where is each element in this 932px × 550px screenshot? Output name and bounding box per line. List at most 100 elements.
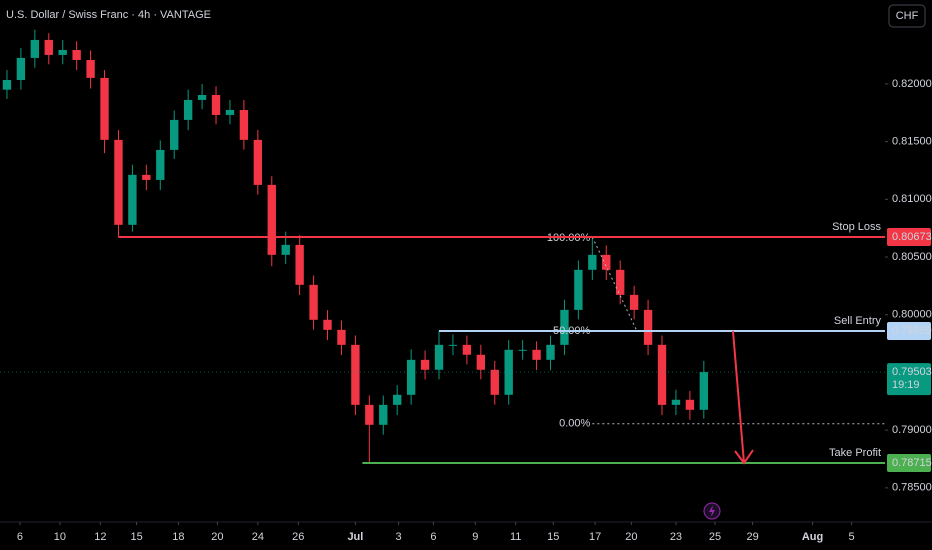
x-tick-label: Aug <box>802 531 823 543</box>
candle-body <box>197 94 207 100</box>
candle-body <box>44 39 53 55</box>
x-tick-label: 23 <box>670 531 682 543</box>
candle-body <box>239 109 249 140</box>
candle-body <box>379 404 388 425</box>
candle-body <box>365 404 374 425</box>
candle-body <box>128 174 137 225</box>
y-tick-label: 0.79000 <box>892 424 932 436</box>
currency-label[interactable]: CHF <box>896 10 919 22</box>
countdown-label: 19:19 <box>892 379 920 391</box>
level-tag <box>887 454 931 473</box>
candle-body <box>72 49 81 61</box>
level-tag <box>887 321 931 340</box>
candle-body <box>462 344 472 355</box>
x-tick-label: 9 <box>472 531 478 543</box>
candle-body <box>253 139 263 185</box>
event-bolt[interactable] <box>709 505 715 517</box>
candle-body <box>546 344 555 360</box>
candle-body <box>30 39 40 58</box>
candle-body <box>142 174 151 180</box>
x-tick-label: 15 <box>130 531 142 543</box>
x-tick-label: 3 <box>396 531 402 543</box>
x-tick-label: 17 <box>589 531 601 543</box>
candle-body <box>406 359 416 395</box>
candle-body <box>629 294 639 310</box>
candle-body <box>2 79 12 90</box>
y-tick-label: 0.82000 <box>892 78 932 90</box>
level-name: Stop Loss <box>832 221 881 233</box>
level-tag <box>887 228 931 247</box>
x-tick-label: 20 <box>625 531 637 543</box>
candle-body <box>58 49 67 55</box>
level-tag-label: 0.78715 <box>892 457 932 469</box>
candle-body <box>420 359 430 370</box>
x-tick-label: Jul <box>347 531 363 543</box>
x-tick-label: 25 <box>709 531 721 543</box>
event-icon[interactable] <box>703 502 721 520</box>
y-tick-label: 0.78500 <box>892 482 932 494</box>
candle-body <box>643 309 653 345</box>
x-tick-label: 26 <box>292 531 304 543</box>
x-tick-label: 5 <box>848 531 854 543</box>
x-tick-label: 20 <box>211 531 223 543</box>
candle-body <box>170 119 179 150</box>
y-tick-label: 0.80500 <box>892 251 932 263</box>
x-tick-label: 18 <box>172 531 184 543</box>
candle-body <box>393 394 402 405</box>
x-tick-label: 10 <box>54 531 66 543</box>
candle-body <box>657 344 667 405</box>
candle-body <box>685 399 695 410</box>
fib-trend <box>591 236 638 332</box>
trade-arrow <box>732 330 745 464</box>
candle-body <box>448 344 458 346</box>
candle-body <box>699 372 708 410</box>
x-tick-label: 29 <box>746 531 758 543</box>
level-tag-label: 0.79859 <box>892 325 932 337</box>
trade-arrow-head <box>734 449 754 465</box>
candle-body <box>588 254 597 270</box>
candle-body <box>602 254 611 270</box>
candle-body <box>267 184 276 255</box>
candle-body <box>100 77 109 140</box>
candle-body <box>211 94 221 115</box>
candle-body <box>560 309 569 345</box>
candle-body <box>351 344 360 405</box>
candle-body <box>476 354 486 370</box>
candle-body <box>574 269 583 310</box>
last-price-label: 0.79503 <box>892 366 932 378</box>
x-tick-label: 24 <box>252 531 264 543</box>
candle-body <box>434 344 444 370</box>
y-tick-label: 0.81000 <box>892 193 932 205</box>
candle-body <box>225 109 235 115</box>
candle-body <box>295 244 304 285</box>
candle-body <box>309 284 318 320</box>
candles <box>2 29 708 464</box>
candle-body <box>518 349 527 351</box>
candle-body <box>323 319 332 330</box>
level-name: Sell Entry <box>834 315 882 327</box>
y-tick-label: 0.80000 <box>892 309 932 321</box>
candle-body <box>183 99 193 120</box>
level-tag-label: 0.80673 <box>892 231 932 243</box>
candle-body <box>114 139 123 225</box>
candle-body <box>532 349 541 360</box>
candle-body <box>86 60 95 78</box>
fib-label: 0.00% <box>559 418 590 430</box>
candle-body <box>337 329 346 345</box>
candle-body <box>16 57 26 80</box>
currency-button[interactable] <box>888 4 926 28</box>
candle-body <box>490 369 499 395</box>
x-tick-label: 11 <box>510 531 521 543</box>
x-tick-label: 6 <box>17 531 23 543</box>
x-tick-label: 6 <box>430 531 436 543</box>
chart-title: U.S. Dollar / Swiss Franc · 4h · VANTAGE <box>6 9 211 21</box>
candle-body <box>281 244 290 255</box>
candle-body <box>156 149 165 180</box>
x-tick-label: 15 <box>547 531 559 543</box>
candle-body <box>616 269 625 295</box>
last-price-tag <box>887 363 931 396</box>
y-tick-label: 0.81500 <box>892 136 932 148</box>
candle-body <box>671 399 681 405</box>
